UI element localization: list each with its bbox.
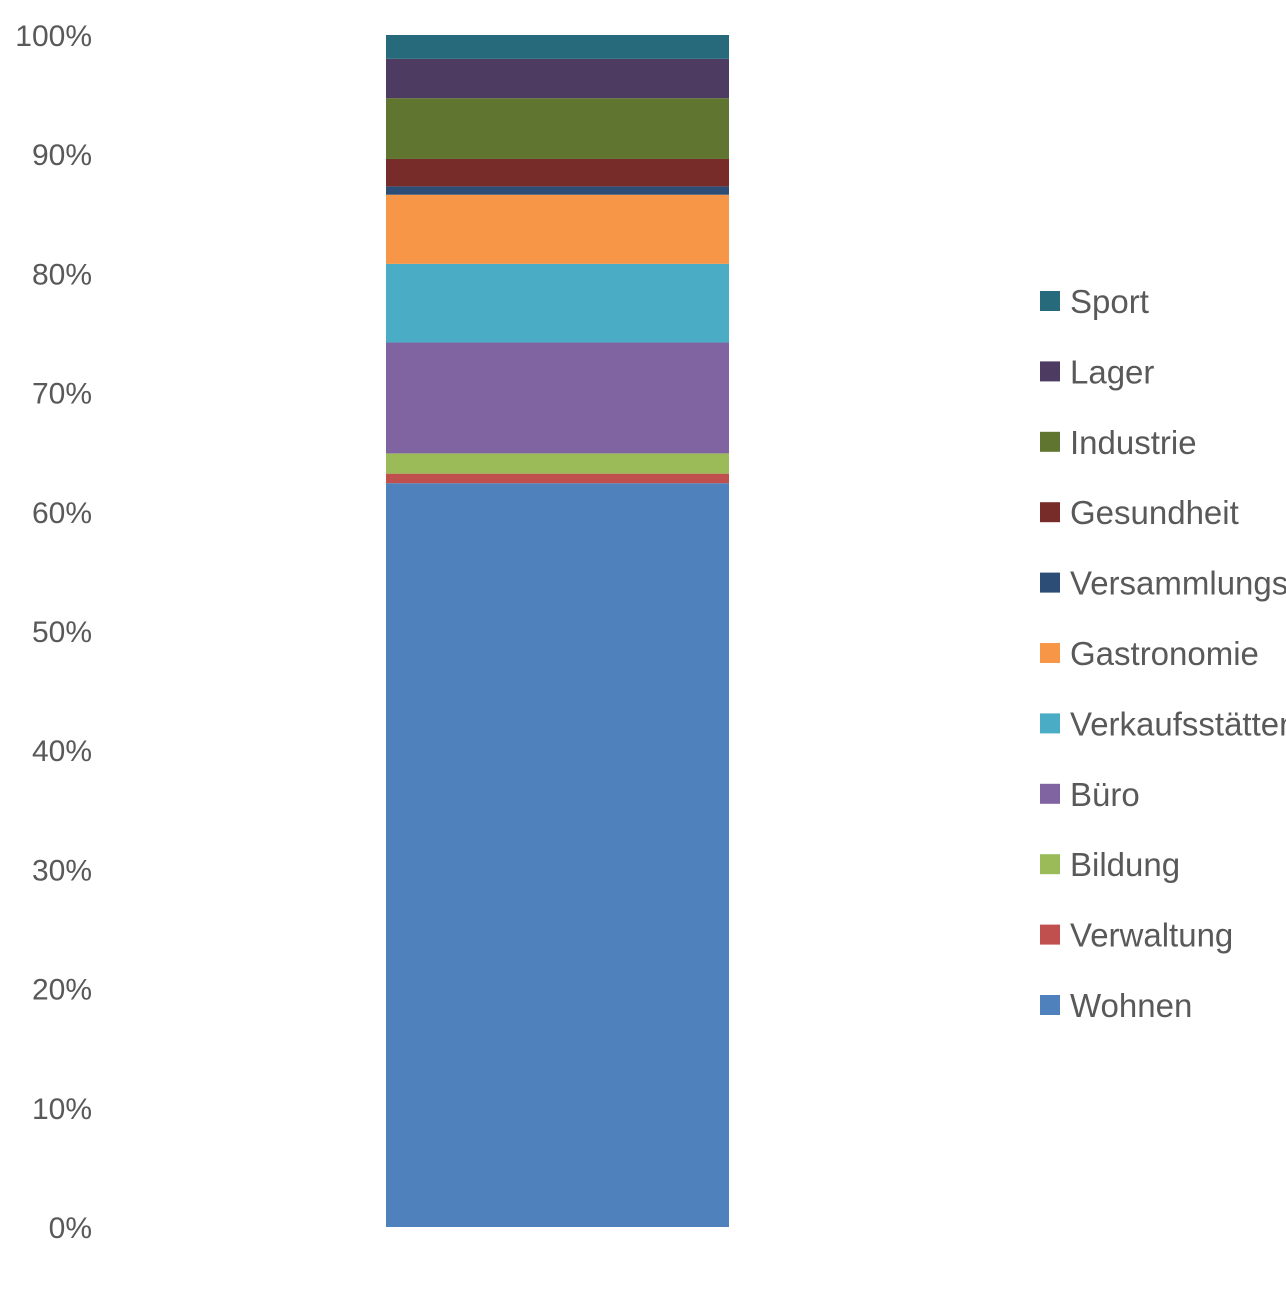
y-tick-label: 80% — [32, 258, 92, 291]
bar-segment-verkaufsstätten — [386, 263, 729, 343]
y-tick-label: 60% — [32, 497, 92, 530]
bar-segment-bildung — [386, 453, 729, 474]
legend-item: Sport — [1040, 283, 1149, 320]
bar-segment-büro — [386, 342, 729, 454]
bar-segment-industrie — [386, 98, 729, 159]
bar-segment-wohnen — [386, 483, 729, 1227]
y-tick-label: 100% — [15, 20, 92, 53]
legend-label: Wohnen — [1070, 987, 1192, 1024]
bar-segment-lager — [386, 58, 729, 99]
legend-swatch — [1040, 291, 1060, 311]
bar-segment-gesundheit — [386, 158, 729, 187]
legend-swatch — [1040, 924, 1060, 945]
legend: Sport Lager Industrie Gesundheit Versammlung… — [1040, 283, 1286, 1024]
legend-swatch — [1040, 713, 1060, 734]
legend-item: Lager — [1040, 353, 1154, 390]
legend-item: Verwaltung — [1040, 917, 1233, 954]
legend-swatch — [1040, 783, 1060, 804]
legend-item: Versammlungsstätten — [1040, 565, 1286, 602]
legend-label: Versammlungsstätten — [1070, 565, 1286, 602]
legend-label: Lager — [1070, 353, 1154, 390]
legend-swatch — [1040, 995, 1060, 1015]
legend-swatch — [1040, 431, 1060, 452]
legend-item: Bildung — [1040, 846, 1180, 883]
legend-label: Verkaufsstätten — [1070, 705, 1286, 742]
legend-label: Bildung — [1070, 846, 1180, 883]
bar-segment-sport — [386, 35, 729, 59]
y-tick-label: 20% — [32, 974, 92, 1007]
bar-segment-versammlungsstätten — [386, 186, 729, 195]
y-tick-label: 90% — [32, 139, 92, 172]
legend-item: Wohnen — [1040, 987, 1192, 1024]
legend-item: Gesundheit — [1040, 494, 1239, 531]
y-tick-label: 0% — [49, 1212, 92, 1245]
legend-label: Industrie — [1070, 424, 1197, 461]
legend-label: Büro — [1070, 776, 1140, 813]
legend-label: Sport — [1070, 283, 1149, 320]
y-tick-label: 50% — [32, 616, 92, 649]
legend-item: Gastronomie — [1040, 635, 1259, 672]
legend-label: Gesundheit — [1070, 494, 1239, 531]
bar-segment-gastronomie — [386, 194, 729, 264]
stacked-bar — [386, 35, 729, 1227]
y-tick-label: 30% — [32, 854, 92, 887]
legend-swatch — [1040, 502, 1060, 523]
y-tick-label: 40% — [32, 735, 92, 768]
legend-item: Verkaufsstätten — [1040, 705, 1286, 742]
bar-segment-verwaltung — [386, 473, 729, 484]
y-tick-label: 70% — [32, 378, 92, 411]
y-tick-label: 10% — [32, 1093, 92, 1126]
legend-label: Gastronomie — [1070, 635, 1259, 672]
y-axis: 0% 10% 20% 30% 40% 50% 60% 70% 80% 90% 100% — [15, 20, 92, 1245]
legend-item: Industrie — [1040, 424, 1197, 461]
legend-item: Büro — [1040, 776, 1140, 813]
legend-swatch — [1040, 361, 1060, 382]
legend-label: Verwaltung — [1070, 917, 1233, 954]
legend-swatch — [1040, 572, 1060, 593]
legend-swatch — [1040, 643, 1060, 663]
legend-swatch — [1040, 854, 1060, 875]
